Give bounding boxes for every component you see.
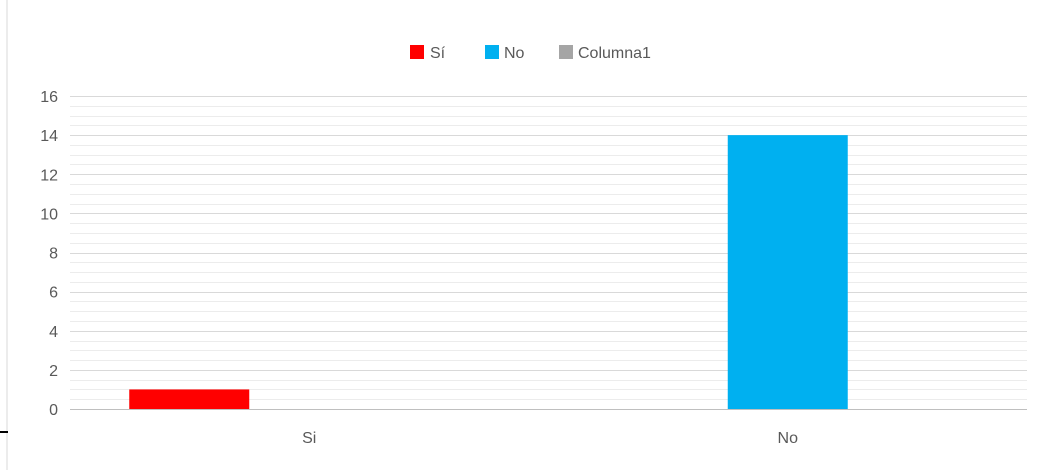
y-tick-label: 4 (49, 324, 58, 341)
gridlines (70, 96, 1027, 410)
legend: Sí No Columna1 (410, 45, 651, 62)
legend-swatch-columna1 (559, 45, 573, 59)
y-tick-label: 0 (49, 402, 58, 419)
y-tick-label: 8 (49, 246, 58, 263)
legend-label-no: No (504, 45, 525, 62)
bar-no-no (727, 135, 848, 409)
x-category-label: No (778, 430, 799, 447)
legend-swatch-si (410, 45, 424, 59)
y-tick-label: 2 (49, 363, 58, 380)
y-tick-label: 16 (40, 89, 58, 106)
bars (129, 135, 848, 409)
legend-label-si: Sí (430, 45, 446, 62)
x-axis-labels: Si No (302, 430, 798, 447)
y-tick-label: 6 (49, 285, 58, 302)
legend-swatch-no (485, 45, 499, 59)
y-tick-label: 14 (40, 128, 58, 145)
y-tick-label: 10 (40, 206, 58, 223)
legend-label-columna1: Columna1 (578, 45, 651, 62)
y-axis-ticks: 0 2 4 6 8 10 12 14 16 (40, 89, 58, 419)
y-tick-label: 12 (40, 167, 58, 184)
x-category-label: Si (302, 430, 316, 447)
bar-si-sí (129, 389, 250, 409)
